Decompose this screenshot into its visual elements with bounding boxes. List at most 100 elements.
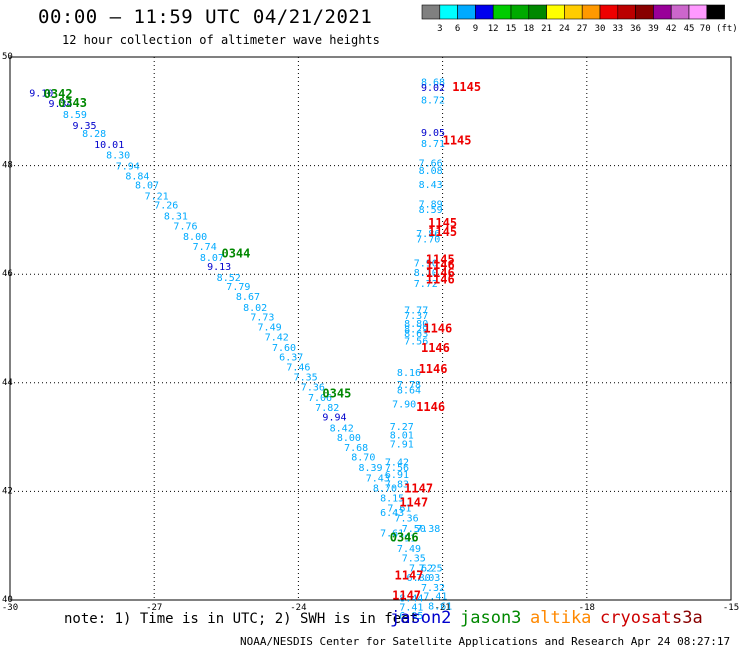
wave-height-label: 8.07 (135, 181, 159, 192)
wave-height-label: 7.70 (416, 234, 440, 245)
wave-height-label: 7.37 (404, 311, 428, 322)
wave-height-label: 7.76 (173, 221, 197, 232)
pass-time-label: 1146 (426, 266, 455, 280)
wave-height-label: 7.56 (385, 463, 409, 474)
page-title: 00:00 – 11:59 UTC 04/21/2021 (38, 6, 373, 28)
wave-height-label: 9.94 (322, 412, 346, 423)
wave-height-label: 7.21 (145, 191, 169, 202)
wave-height-label: 7.36 (395, 513, 419, 524)
wave-height-label: 9.13 (207, 262, 231, 273)
satellite-legend-jason3: jason3 (460, 608, 522, 628)
wave-height-label: 8.64 (397, 385, 421, 396)
wave-height-label: 8.42 (330, 423, 354, 434)
wave-height-label: 7.61 (380, 529, 404, 540)
wave-height-label: 8.70 (373, 484, 397, 495)
wave-height-label: 8.15 (380, 493, 404, 504)
wave-height-label: 7.32 (421, 583, 445, 594)
wave-height-label: 7.78 (397, 380, 421, 391)
wave-height-label: 7.49 (397, 544, 421, 555)
wave-height-label: 7.73 (250, 313, 274, 324)
wave-height-label: 8.68 (421, 77, 445, 88)
y-tick-label: 40 (2, 595, 13, 605)
wave-height-label: 8.16 (397, 368, 421, 379)
wave-height-label: 8.30 (106, 151, 130, 162)
wave-height-label: 8.00 (183, 232, 207, 243)
colorbar-tick-label: 6 (455, 24, 460, 34)
pass-time-label: 1145 (443, 134, 472, 148)
colorbar-tick-label: 42 (666, 24, 677, 34)
wave-height-label: 6.37 (279, 353, 303, 364)
pass-time-label: 1145 (428, 225, 457, 239)
wave-height-label: 7.46 (286, 363, 310, 374)
colorbar-swatch (706, 4, 725, 20)
wave-height-label: 6.91 (385, 470, 409, 481)
wave-height-label: 7.41 (399, 603, 423, 614)
pass-time-label: 1145 (452, 80, 481, 94)
pass-time-label: 1146 (426, 258, 455, 272)
wave-height-label: 7.27 (390, 422, 414, 433)
pass-time-label: 1147 (395, 569, 424, 583)
wave-height-label: 8.01 (390, 430, 414, 441)
pass-time-label: 1147 (399, 495, 428, 509)
x-tick-label: -24 (290, 603, 306, 613)
footer-note: note: 1) Time is in UTC; 2) SWH is in fe… (64, 611, 419, 627)
wave-height-label: 8.71 (421, 139, 445, 150)
wave-height-label: 7.03 (416, 573, 440, 584)
satellite-legend-altika: altika (530, 608, 592, 628)
wave-height-label: 8.59 (63, 110, 87, 121)
wave-height-label: 9.34 (48, 99, 72, 110)
pass-time-label: 1147 (392, 589, 421, 603)
satellite-legend-jason2: jason2 (390, 608, 452, 628)
wave-height-label: 8.39 (358, 463, 382, 474)
wave-height-label: 7.38 (416, 524, 440, 535)
wave-height-label: 8.63 (404, 329, 428, 340)
wave-height-label: 7.90 (414, 258, 438, 269)
wave-height-label: 7.61 (387, 504, 411, 515)
pass-time-label: 0343 (58, 96, 87, 110)
colorbar-tick-label: 18 (523, 24, 534, 34)
wave-height-label: 7.36 (301, 383, 325, 394)
wave-height-label: 7.60 (272, 343, 296, 354)
wave-height-label: 7.56 (404, 336, 428, 347)
wave-height-label: 8.61 (428, 601, 452, 612)
wave-height-label: 7.42 (265, 333, 289, 344)
wave-height-label: 9.05 (421, 128, 445, 139)
colorbar-tick-label: 21 (541, 24, 552, 34)
pass-time-label: 1146 (416, 400, 445, 414)
colorbar-tick-label: 36 (630, 24, 641, 34)
wave-height-label: 7.91 (390, 440, 414, 451)
pass-time-label: 0344 (221, 247, 250, 261)
y-tick-label: 42 (2, 486, 13, 496)
pass-time-label: 1145 (426, 253, 455, 267)
wave-height-label: 7.42 (385, 458, 409, 469)
y-tick-label: 48 (2, 161, 13, 171)
colorbar-tick-label: 27 (577, 24, 588, 34)
wave-height-label: 7.50 (402, 524, 426, 535)
x-tick-label: -15 (723, 603, 739, 613)
wave-height-label: 7.26 (154, 201, 178, 212)
wave-height-label: 7.94 (116, 162, 140, 173)
wave-height-label: 6.95 (399, 611, 423, 622)
page-subtitle: 12 hour collection of altimeter wave hei… (62, 33, 380, 47)
wave-height-label: 8.80 (404, 319, 428, 330)
wave-height-label: 8.10 (414, 268, 438, 279)
wave-height-label: 8.28 (82, 129, 106, 140)
wave-height-label: 8.02 (243, 303, 267, 314)
pass-time-label: 1146 (421, 341, 450, 355)
wave-height-label: 9.10 (29, 88, 53, 99)
wave-height-label: 7.49 (258, 322, 282, 333)
pass-time-label: 1145 (428, 216, 457, 230)
credit-line: NOAA/NESDIS Center for Satellite Applica… (240, 635, 731, 650)
wave-height-label: 8.00 (337, 433, 361, 444)
wave-height-label: 8.59 (419, 205, 443, 216)
wave-height-label: 8.07 (200, 253, 224, 264)
y-tick-label: 46 (2, 269, 13, 279)
wave-height-label: 8.52 (217, 273, 241, 284)
colorbar-tick-label: 9 (473, 24, 478, 34)
wave-height-label: 7.72 (414, 279, 438, 290)
wave-height-label: 7.91 (392, 534, 416, 545)
wave-height-label: 8.70 (351, 453, 375, 464)
wave-height-label: 7.68 (344, 443, 368, 454)
pass-time-label: 1146 (426, 273, 455, 287)
